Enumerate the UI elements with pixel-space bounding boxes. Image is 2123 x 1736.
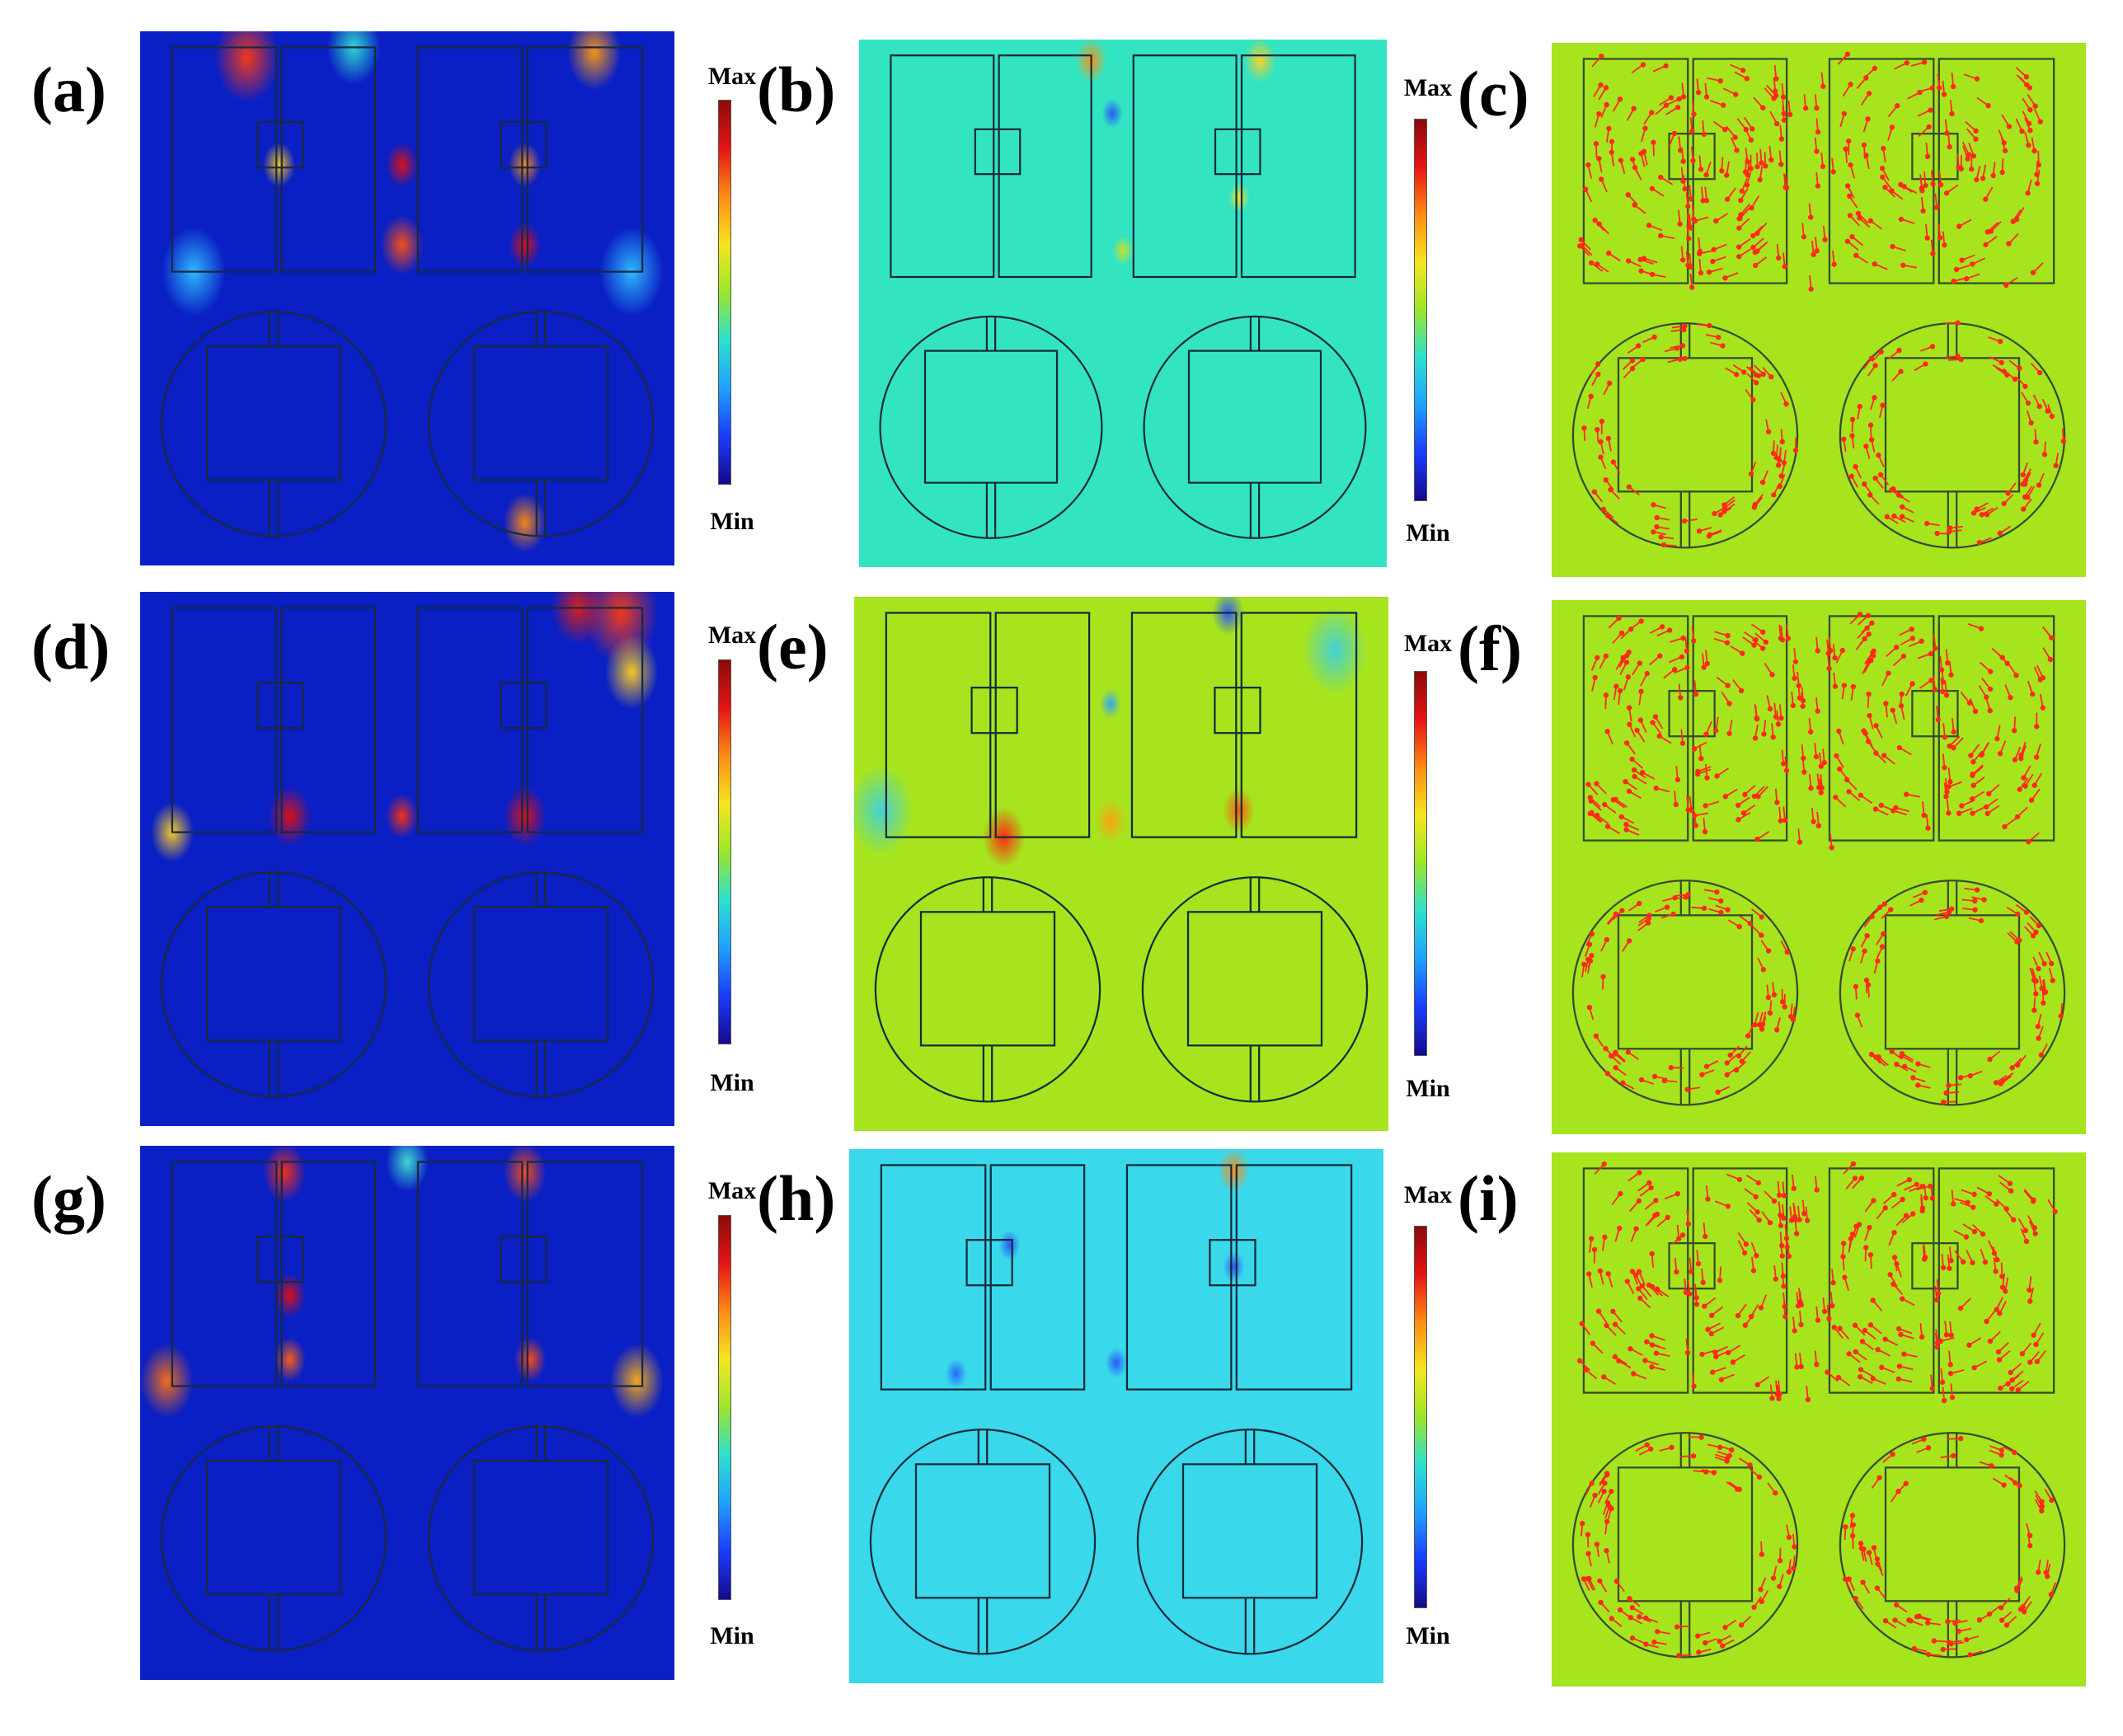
field-hotspot [551,592,605,645]
vector-arrows [1576,51,2067,548]
field-map [849,1149,1383,1683]
field-hotspot [1244,40,1276,83]
field-hotspot [514,1336,547,1382]
colorbar-gradient [1414,671,1427,1056]
field-background [140,592,674,1126]
field-hotspot [263,142,295,188]
colorbar-min-label: Min [710,1069,754,1096]
colorbar-min-label: Min [710,508,754,535]
field-background [849,1149,1383,1683]
panel-label: (g) [31,1162,106,1234]
colorbar-gradient [1414,1226,1427,1608]
field-background [1552,1152,2086,1687]
panel-label: (c) [1458,58,1529,129]
field-hotspot [604,634,659,710]
unit-cell-outline [160,607,655,1098]
panel-label: (i) [1458,1162,1519,1234]
colorbar: Max Min [708,64,756,542]
field-hotspot [1100,688,1121,719]
field-hotspot [1094,798,1127,844]
unit-cell-outline [1571,1167,2066,1659]
field-hotspot [567,31,622,91]
field-hotspot [1228,183,1250,213]
colorbar-max-label: Max [707,1177,757,1204]
unit-cell-outline [160,1161,655,1652]
unit-cell-outline [874,612,1369,1103]
field-hotspot [268,786,312,847]
unit-cell-outline [1571,615,2066,1106]
field-hotspot [326,31,381,85]
colorbar-min-label: Min [1406,519,1450,547]
unit-cell-outline [160,46,655,537]
field-hotspot [214,31,279,103]
field-hotspot [386,142,418,188]
field-background [854,597,1388,1131]
field-map [140,1146,674,1680]
colorbar-min-label: Min [1406,1622,1450,1649]
field-map [859,40,1387,567]
field-hotspot [945,1358,967,1389]
field-hotspot [503,492,547,553]
field-map [854,597,1388,1131]
field-background [1552,43,2086,577]
colorbar-max-label: Max [707,622,757,649]
field-map [140,31,674,565]
field-hotspot [263,1146,306,1203]
colorbar-gradient [718,1215,731,1600]
colorbar-gradient [1414,119,1427,501]
field-background [140,1146,674,1680]
field-background [859,40,1387,567]
field-hotspot [380,214,424,275]
colorbar-max-label: Max [1403,630,1453,657]
field-hotspot [1223,787,1255,833]
field-hotspot [274,1273,306,1318]
field-hotspot [1106,1348,1127,1378]
field-hotspot [509,222,541,268]
panel-label: (b) [757,54,836,125]
vector-map [1552,43,2086,577]
colorbar: Max Min [708,1179,756,1657]
colorbar: Max Min [708,623,756,1101]
field-hotspot [386,793,418,839]
vector-arrows [1581,612,2064,1105]
field-map [140,592,674,1126]
field-hotspot [274,1336,306,1382]
panel-label: (f) [1458,612,1522,684]
colorbar-gradient [718,659,731,1044]
vector-arrows [1576,1161,2058,1659]
field-hotspot [998,1230,1021,1260]
field-hotspot [503,1146,547,1203]
vector-map [1552,1152,2086,1687]
field-hotspot [1223,1251,1245,1282]
field-hotspot [854,765,914,856]
field-hotspot [509,142,541,188]
field-hotspot [503,786,547,847]
colorbar-max-label: Max [707,63,757,90]
colorbar-min-label: Min [710,1622,754,1649]
unit-cell-outline [879,54,1367,539]
colorbar: Max Min [1404,1183,1452,1661]
field-hotspot [610,1343,665,1419]
panel-label: (a) [31,54,106,125]
field-hotspot [1218,1149,1250,1194]
field-hotspot [140,1343,194,1419]
field-hotspot [1112,236,1134,265]
field-hotspot [1303,605,1368,696]
panel-label: (h) [757,1162,836,1234]
vector-map [1552,600,2086,1134]
colorbar: Max Min [1404,631,1452,1110]
colorbar-max-label: Max [1403,74,1453,101]
colorbar-gradient [718,100,731,485]
colorbar-min-label: Min [1406,1075,1450,1102]
unit-cell-outline [869,1164,1364,1655]
colorbar: Max Min [1404,76,1452,554]
panel-label: (d) [31,611,110,683]
field-hotspot [1101,98,1123,129]
field-background [140,31,674,565]
colorbar-max-label: Max [1403,1181,1453,1208]
panel-label: (e) [757,611,829,683]
